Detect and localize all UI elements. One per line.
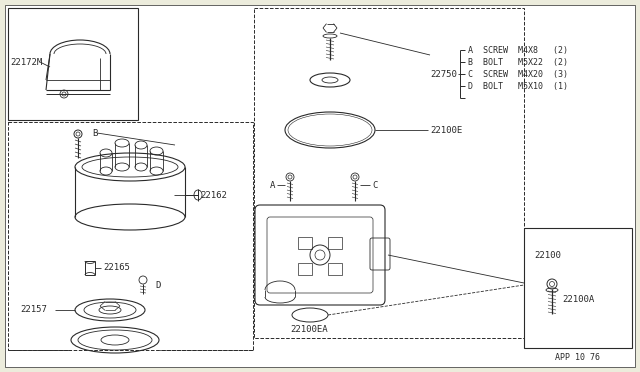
Text: 22162: 22162 <box>200 190 227 199</box>
Text: 22750: 22750 <box>430 70 457 78</box>
Text: 22100A: 22100A <box>562 295 595 304</box>
Text: 22100: 22100 <box>534 251 561 260</box>
Text: D  BOLT   M5X10  (1): D BOLT M5X10 (1) <box>468 81 568 90</box>
Bar <box>254 8 524 338</box>
Bar <box>524 228 632 348</box>
Bar <box>328 237 342 249</box>
Bar <box>328 263 342 275</box>
Text: 22100EA: 22100EA <box>290 326 328 334</box>
Bar <box>298 237 312 249</box>
Text: C: C <box>372 180 378 189</box>
Text: 22157: 22157 <box>20 305 47 314</box>
Text: 22165: 22165 <box>103 263 130 273</box>
Text: D: D <box>155 280 161 289</box>
Text: C  SCREW  M4X20  (3): C SCREW M4X20 (3) <box>468 70 568 78</box>
Text: B  BOLT   M5X22  (2): B BOLT M5X22 (2) <box>468 58 568 67</box>
Text: B: B <box>92 128 97 138</box>
Text: APP 10 76: APP 10 76 <box>555 353 600 362</box>
Text: 22172M: 22172M <box>10 58 42 67</box>
Text: A: A <box>270 180 275 189</box>
Bar <box>8 8 138 120</box>
Text: 22100E: 22100E <box>430 125 462 135</box>
Text: A  SCREW  M4X8   (2): A SCREW M4X8 (2) <box>468 45 568 55</box>
Bar <box>8 122 253 350</box>
Bar <box>298 263 312 275</box>
